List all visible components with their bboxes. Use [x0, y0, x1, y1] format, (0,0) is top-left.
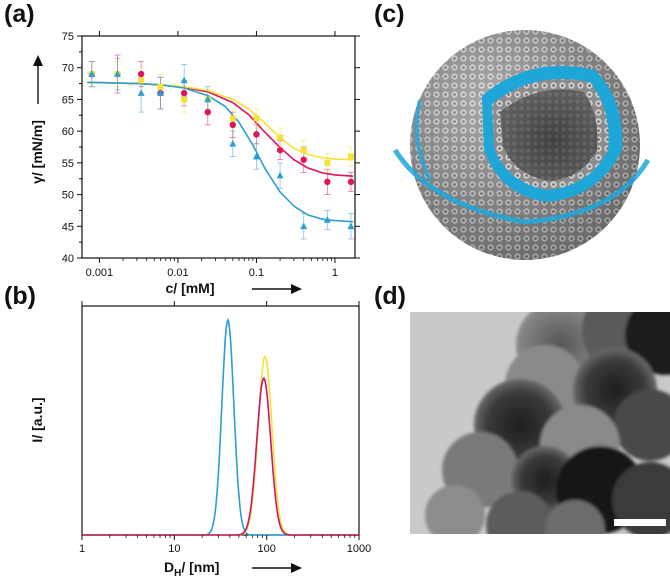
data-point-circle — [137, 70, 145, 78]
y-axis-title-b: I/ [a.u.] — [29, 397, 45, 442]
data-point-triangle — [300, 222, 308, 230]
data-point-circle — [324, 178, 331, 186]
data-point-triangle — [157, 89, 165, 96]
y-axis-label-a: γ/ [mN/m] — [29, 55, 45, 184]
y-tick-label-a: 55 — [62, 158, 74, 170]
x-tick-label-a: 0.1 — [249, 267, 264, 279]
data-point-square — [324, 159, 331, 166]
distribution-curve-b — [82, 376, 359, 536]
panel-label-a: (a) — [4, 0, 35, 28]
data-point-triangle — [323, 216, 331, 223]
data-point-triangle — [347, 222, 355, 230]
data-point-square — [181, 96, 188, 103]
panel-label-d: (d) — [374, 282, 406, 310]
fit-curve-a — [87, 81, 354, 161]
panel-label-c: (c) — [374, 0, 405, 28]
data-point-square — [138, 77, 145, 84]
data-point-triangle — [137, 89, 145, 96]
size-distribution-chart: 1 10 100 1000 I/ [a.u.] DH/ [nm] — [29, 301, 371, 579]
y-tick-label-a: 65 — [62, 94, 74, 106]
data-point-triangle — [204, 95, 212, 103]
data-point-triangle — [229, 140, 237, 147]
vesicle-illustration — [392, 30, 651, 260]
panel-label-b: (b) — [4, 282, 36, 310]
y-axis-title-a: γ/ [mN/m] — [29, 120, 45, 184]
data-point-circle — [229, 121, 237, 128]
data-point-circle — [347, 178, 355, 186]
y-axis-label-b: I/ [a.u.] — [29, 397, 45, 442]
fit-curve-a — [87, 81, 354, 223]
x-tick-label-a: 1 — [332, 267, 338, 279]
distribution-curve-b — [82, 317, 359, 536]
fit-curve-a — [87, 81, 354, 177]
y-tick-label-a: 60 — [62, 126, 74, 138]
data-point-square — [347, 153, 354, 160]
x-tick-label-a: 0.001 — [86, 267, 114, 279]
x-tick-label-a: 0.01 — [167, 267, 188, 279]
y-tick-label-a: 75 — [62, 31, 74, 43]
x-tick-label-b: 10 — [168, 543, 180, 555]
data-point-circle — [180, 89, 188, 97]
data-point-circle — [253, 131, 260, 138]
data-point-circle — [276, 146, 284, 154]
data-point-circle — [300, 156, 307, 163]
x-tick-label-b: 1000 — [347, 543, 371, 555]
data-point-square — [277, 134, 284, 141]
data-point-square — [253, 115, 260, 122]
x-tick-label-b: 1 — [79, 543, 85, 555]
data-point-triangle — [88, 70, 96, 77]
data-point-triangle — [114, 70, 122, 77]
y-tick-label-a: 40 — [62, 253, 74, 265]
x-axis-label-b: DH/ [nm] — [164, 559, 302, 579]
data-point-circle — [204, 108, 211, 116]
data-point-triangle — [180, 76, 188, 84]
y-tick-label-a: 50 — [62, 190, 74, 202]
data-point-triangle — [276, 171, 284, 179]
data-point-square — [229, 115, 236, 122]
plot-frame-a — [81, 35, 356, 259]
x-axis-title-a: c/ [mM] — [166, 280, 215, 296]
x-axis-title-b: DH/ [nm] — [164, 559, 219, 579]
data-point-square — [157, 83, 164, 90]
y-tick-label-a: 45 — [62, 221, 74, 233]
x-tick-label-b: 100 — [257, 543, 275, 555]
tem-micrograph — [410, 312, 670, 534]
scale-bar — [614, 519, 666, 526]
y-tick-label-a: 70 — [62, 63, 74, 75]
data-point-square — [300, 147, 307, 154]
x-axis-label-a: c/ [mM] — [166, 280, 302, 296]
data-point-triangle — [252, 152, 260, 160]
